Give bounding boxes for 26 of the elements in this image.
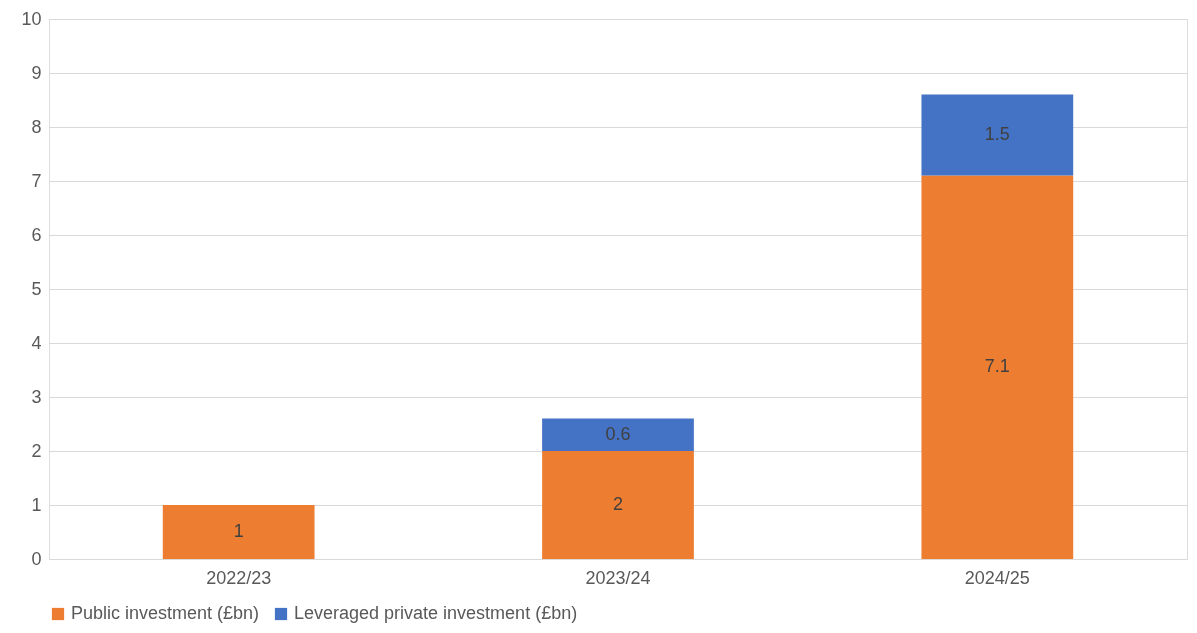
y-tick-label: 1: [31, 494, 42, 515]
y-tick-label: 10: [21, 8, 42, 29]
data-label: 1.5: [984, 124, 1010, 145]
y-tick-label: 6: [31, 224, 42, 245]
legend-label: Leveraged private investment (£bn): [294, 603, 578, 623]
bar: [921, 175, 1074, 559]
y-tick-label: 7: [31, 170, 42, 191]
y-tick-label: 4: [31, 332, 42, 353]
y-tick-label: 9: [31, 62, 42, 83]
bar: [162, 505, 315, 559]
y-tick-label: 5: [31, 278, 42, 299]
y-tick-label: 0: [31, 548, 42, 569]
data-label: 2: [612, 494, 624, 514]
data-label: 1: [233, 521, 244, 541]
data-label: 0.6: [605, 423, 631, 444]
bar: [921, 94, 1074, 176]
x-tick-label: 2024/25: [964, 567, 1030, 588]
bar: [542, 451, 694, 559]
legend-label: Public investment (£bn): [71, 603, 260, 623]
y-tick-label: 3: [31, 386, 42, 407]
y-tick-label: 8: [31, 116, 42, 137]
x-tick-label: 2023/24: [585, 567, 651, 588]
x-tick-label: 2022/23: [206, 567, 272, 588]
bar: [542, 418, 694, 451]
y-tick-label: 2: [31, 440, 42, 461]
data-label: 7.1: [984, 356, 1010, 377]
